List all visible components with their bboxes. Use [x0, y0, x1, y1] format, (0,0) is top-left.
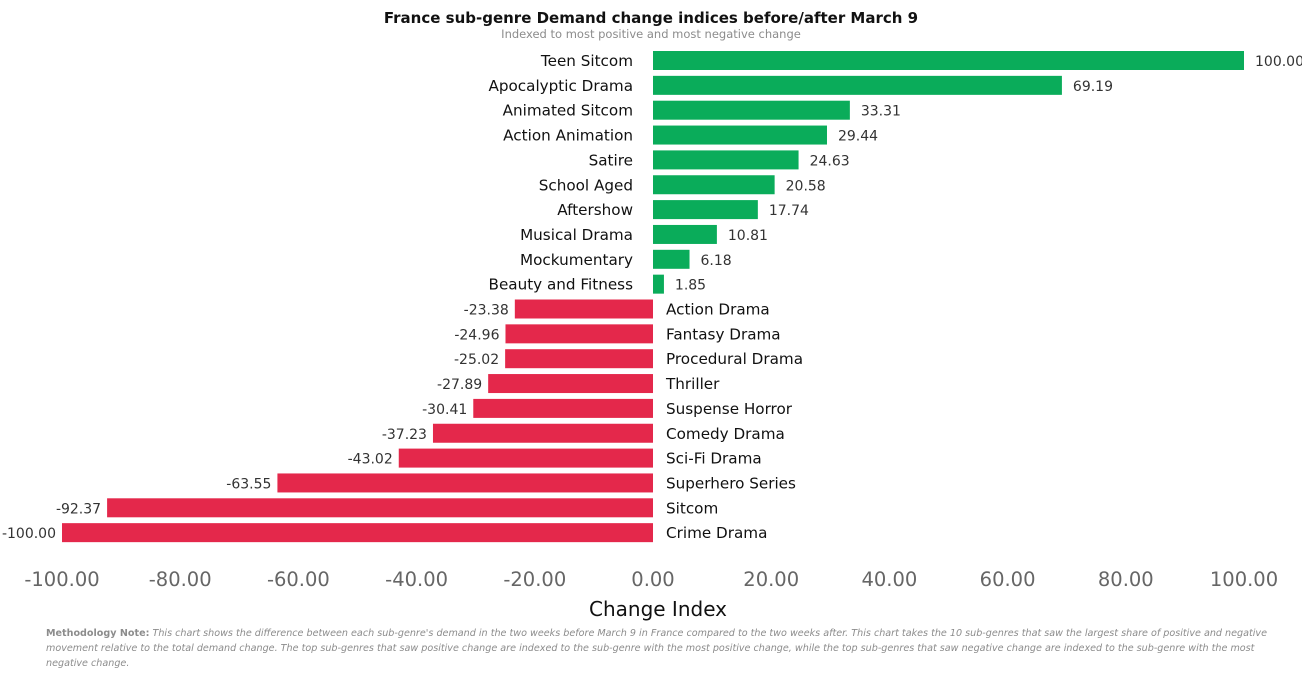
methodology-note-label: Methodology Note: — [46, 628, 150, 639]
data-label: -24.96 — [454, 327, 499, 343]
data-label: 20.58 — [786, 178, 826, 194]
data-label: -43.02 — [348, 452, 393, 468]
category-label: Sitcom — [666, 499, 718, 517]
category-label: Procedural Drama — [666, 350, 803, 368]
bar — [653, 51, 1244, 70]
category-label: Crime Drama — [666, 524, 767, 542]
category-label: Teen Sitcom — [540, 52, 633, 70]
x-tick-label: 0.00 — [631, 568, 674, 591]
x-tick-label: 100.00 — [1210, 568, 1278, 591]
data-label: 17.74 — [769, 203, 809, 219]
category-label: Thriller — [665, 375, 720, 393]
bar — [653, 125, 827, 145]
data-label: 10.81 — [728, 228, 768, 244]
data-label: 6.18 — [701, 253, 732, 269]
x-tick-label: 20.00 — [743, 568, 799, 591]
category-label: Apocalyptic Drama — [488, 77, 633, 95]
data-label: 33.31 — [861, 104, 901, 120]
category-label: Action Drama — [666, 301, 770, 319]
x-axis-title: Change Index — [589, 597, 727, 621]
x-tick-label: -80.00 — [149, 568, 212, 591]
x-tick-label: 40.00 — [861, 568, 917, 591]
chart-title: France sub-genre Demand change indices b… — [383, 9, 919, 27]
data-label: -25.02 — [454, 352, 499, 368]
category-label: Animated Sitcom — [503, 102, 633, 120]
data-label: -30.41 — [422, 402, 467, 418]
data-label: -37.23 — [382, 427, 427, 443]
category-label: Suspense Horror — [666, 400, 793, 418]
data-label: 24.63 — [810, 153, 850, 169]
category-label: Comedy Drama — [666, 425, 785, 443]
methodology-note-text: This chart shows the difference between … — [46, 628, 1268, 669]
x-tick-label: -60.00 — [267, 568, 330, 591]
x-tick-label: 60.00 — [980, 568, 1036, 591]
category-label: Fantasy Drama — [666, 325, 781, 343]
bar — [398, 448, 653, 468]
bar — [653, 150, 799, 170]
category-label: Beauty and Fitness — [489, 276, 634, 294]
data-label: -63.55 — [226, 476, 271, 492]
x-tick-label: 80.00 — [1098, 568, 1154, 591]
bar — [653, 224, 717, 244]
category-label: School Aged — [539, 176, 633, 194]
bar — [653, 175, 775, 195]
data-label: -27.89 — [437, 377, 482, 393]
bar — [473, 398, 653, 418]
data-label: 69.19 — [1073, 79, 1113, 95]
x-tick-label: -40.00 — [385, 568, 448, 591]
data-label: 29.44 — [838, 129, 878, 145]
bar — [432, 423, 653, 443]
category-label: Musical Drama — [520, 226, 633, 244]
data-label: -23.38 — [464, 303, 509, 319]
chart-subtitle: Indexed to most positive and most negati… — [501, 27, 801, 41]
bar — [107, 498, 653, 518]
bar — [653, 100, 850, 120]
data-label: 1.85 — [675, 278, 706, 294]
category-label: Superhero Series — [666, 474, 796, 492]
data-label: -100.00 — [2, 526, 56, 542]
category-label: Mockumentary — [520, 251, 633, 269]
bar — [62, 523, 653, 543]
x-tick-label: -100.00 — [24, 568, 99, 591]
bar — [653, 274, 664, 294]
bar-chart: Teen Sitcom 100.00 Apocalyptic Drama 69.19 A… — [2, 51, 1302, 621]
x-tick-label: -20.00 — [503, 568, 566, 591]
data-label: 100.00 — [1255, 54, 1302, 70]
bar — [488, 374, 653, 394]
category-label: Satire — [589, 151, 633, 169]
bar — [514, 299, 653, 319]
methodology-note: Methodology Note: This chart shows the d… — [46, 626, 1276, 671]
bar — [653, 75, 1062, 95]
bar — [505, 349, 653, 369]
category-label: Action Animation — [503, 127, 633, 145]
bar — [653, 200, 758, 220]
data-label: -92.37 — [56, 501, 101, 517]
bar — [653, 249, 690, 269]
category-label: Aftershow — [557, 201, 633, 219]
category-label: Sci-Fi Drama — [666, 450, 762, 468]
bar — [505, 324, 653, 344]
bar — [277, 473, 653, 493]
